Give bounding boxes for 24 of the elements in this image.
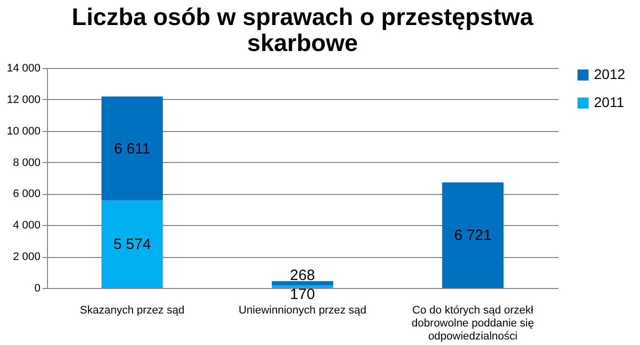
bar bbox=[102, 200, 163, 288]
data-label: 6 611 bbox=[114, 140, 150, 158]
y-tick-label: 8 000 bbox=[12, 156, 40, 169]
x-tick-label: Uniewinnionych przez sąd bbox=[238, 304, 366, 316]
x-tick-label: Co do których sąd orzekł dobrowolne poddanie się odpowiedzialności bbox=[412, 304, 534, 342]
data-label: 6 721 bbox=[454, 227, 492, 244]
chart-title: Liczba osób w sprawach o przestępstwa skarbowe bbox=[72, 4, 534, 57]
y-tick-label: 12 000 bbox=[6, 94, 40, 106]
legend-label: 2012 bbox=[594, 66, 626, 82]
legend-label: 2011 bbox=[594, 94, 624, 110]
x-tick-label: Skazanych przez sąd bbox=[80, 304, 184, 316]
data-label: 5 574 bbox=[113, 236, 151, 254]
bar bbox=[442, 182, 504, 288]
bar bbox=[102, 96, 163, 200]
data-label: 268 bbox=[290, 267, 316, 284]
bar bbox=[272, 281, 334, 286]
y-tick-label: 4 000 bbox=[12, 220, 40, 232]
bar bbox=[272, 285, 334, 288]
y-tick-label: 10 000 bbox=[6, 125, 40, 138]
y-tick-label: 6 000 bbox=[12, 188, 40, 200]
y-tick-label: 0 bbox=[34, 282, 40, 294]
y-tick-label: 14 000 bbox=[6, 62, 40, 74]
data-label: 170 bbox=[290, 286, 316, 304]
y-tick-label: 2 000 bbox=[12, 251, 40, 264]
